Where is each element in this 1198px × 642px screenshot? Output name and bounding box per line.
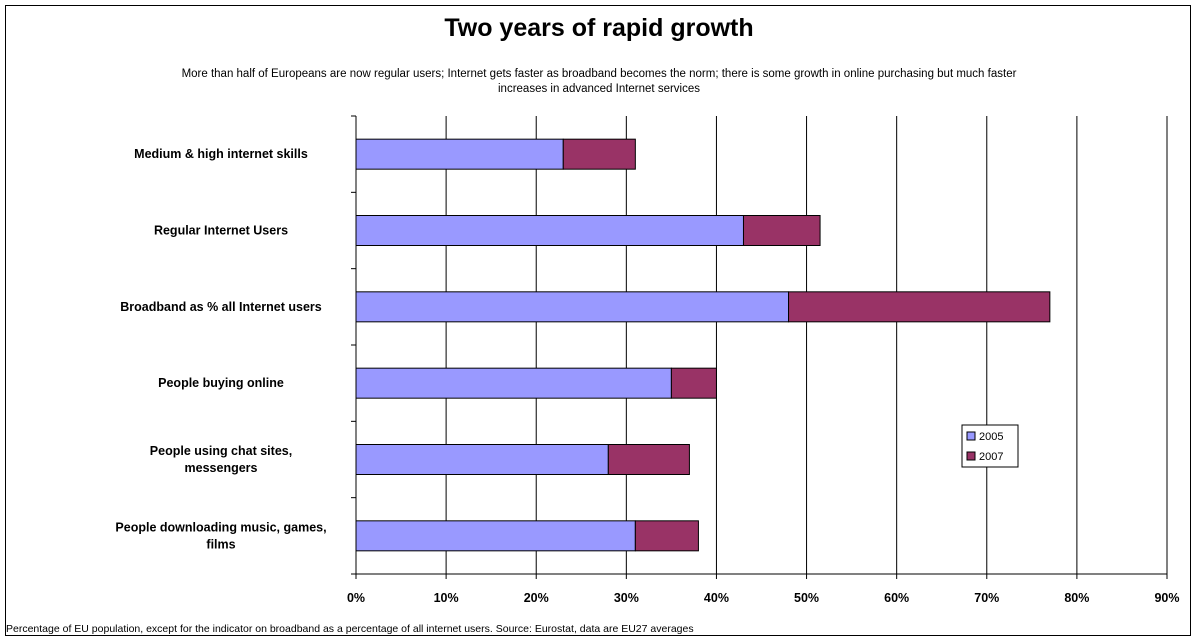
- bar-2005: [355, 138, 564, 170]
- chart-title: Two years of rapid growth: [444, 14, 754, 42]
- category-label: Medium & high internet skills: [134, 147, 308, 161]
- legend-label-2007: 2007: [979, 451, 1003, 463]
- bar-2005: [355, 444, 609, 475]
- x-tick-label: 10%: [434, 591, 459, 605]
- category-label: Regular Internet Users: [154, 224, 288, 238]
- category-label: People buying online: [158, 376, 284, 390]
- legend-swatch-2005: [966, 431, 976, 441]
- bar-2007: [634, 520, 699, 552]
- bar-2005: [355, 367, 672, 399]
- bar-2005: [355, 215, 744, 246]
- x-tick-label: 40%: [704, 591, 729, 605]
- chart-subtitle: More than half of Europeans are now regu…: [181, 68, 1017, 95]
- x-tick-label: 60%: [884, 591, 909, 605]
- chart-footnote: Percentage of EU population, except for …: [6, 623, 694, 635]
- x-tick-label: 30%: [614, 591, 639, 605]
- legend-label-2005: 2005: [979, 431, 1003, 443]
- bar-2007: [788, 291, 1051, 323]
- legend-swatch-2007: [966, 451, 976, 461]
- category-label: People downloading music, games, films: [115, 520, 326, 551]
- x-tick-label: 50%: [794, 591, 819, 605]
- bar-2007: [742, 215, 821, 246]
- bar-2007: [607, 444, 690, 475]
- category-label: People using chat sites, messengers: [150, 444, 292, 475]
- x-tick-label: 80%: [1064, 591, 1089, 605]
- x-tick-label: 90%: [1154, 591, 1179, 605]
- bar-2005: [355, 291, 790, 323]
- x-tick-label: 70%: [974, 591, 999, 605]
- bar-2007: [670, 367, 717, 399]
- bar-2007: [562, 138, 636, 170]
- x-tick-label: 20%: [524, 591, 549, 605]
- bar-2005: [355, 520, 636, 552]
- category-label: Broadband as % all Internet users: [120, 300, 321, 314]
- x-tick-label: 0%: [347, 591, 365, 605]
